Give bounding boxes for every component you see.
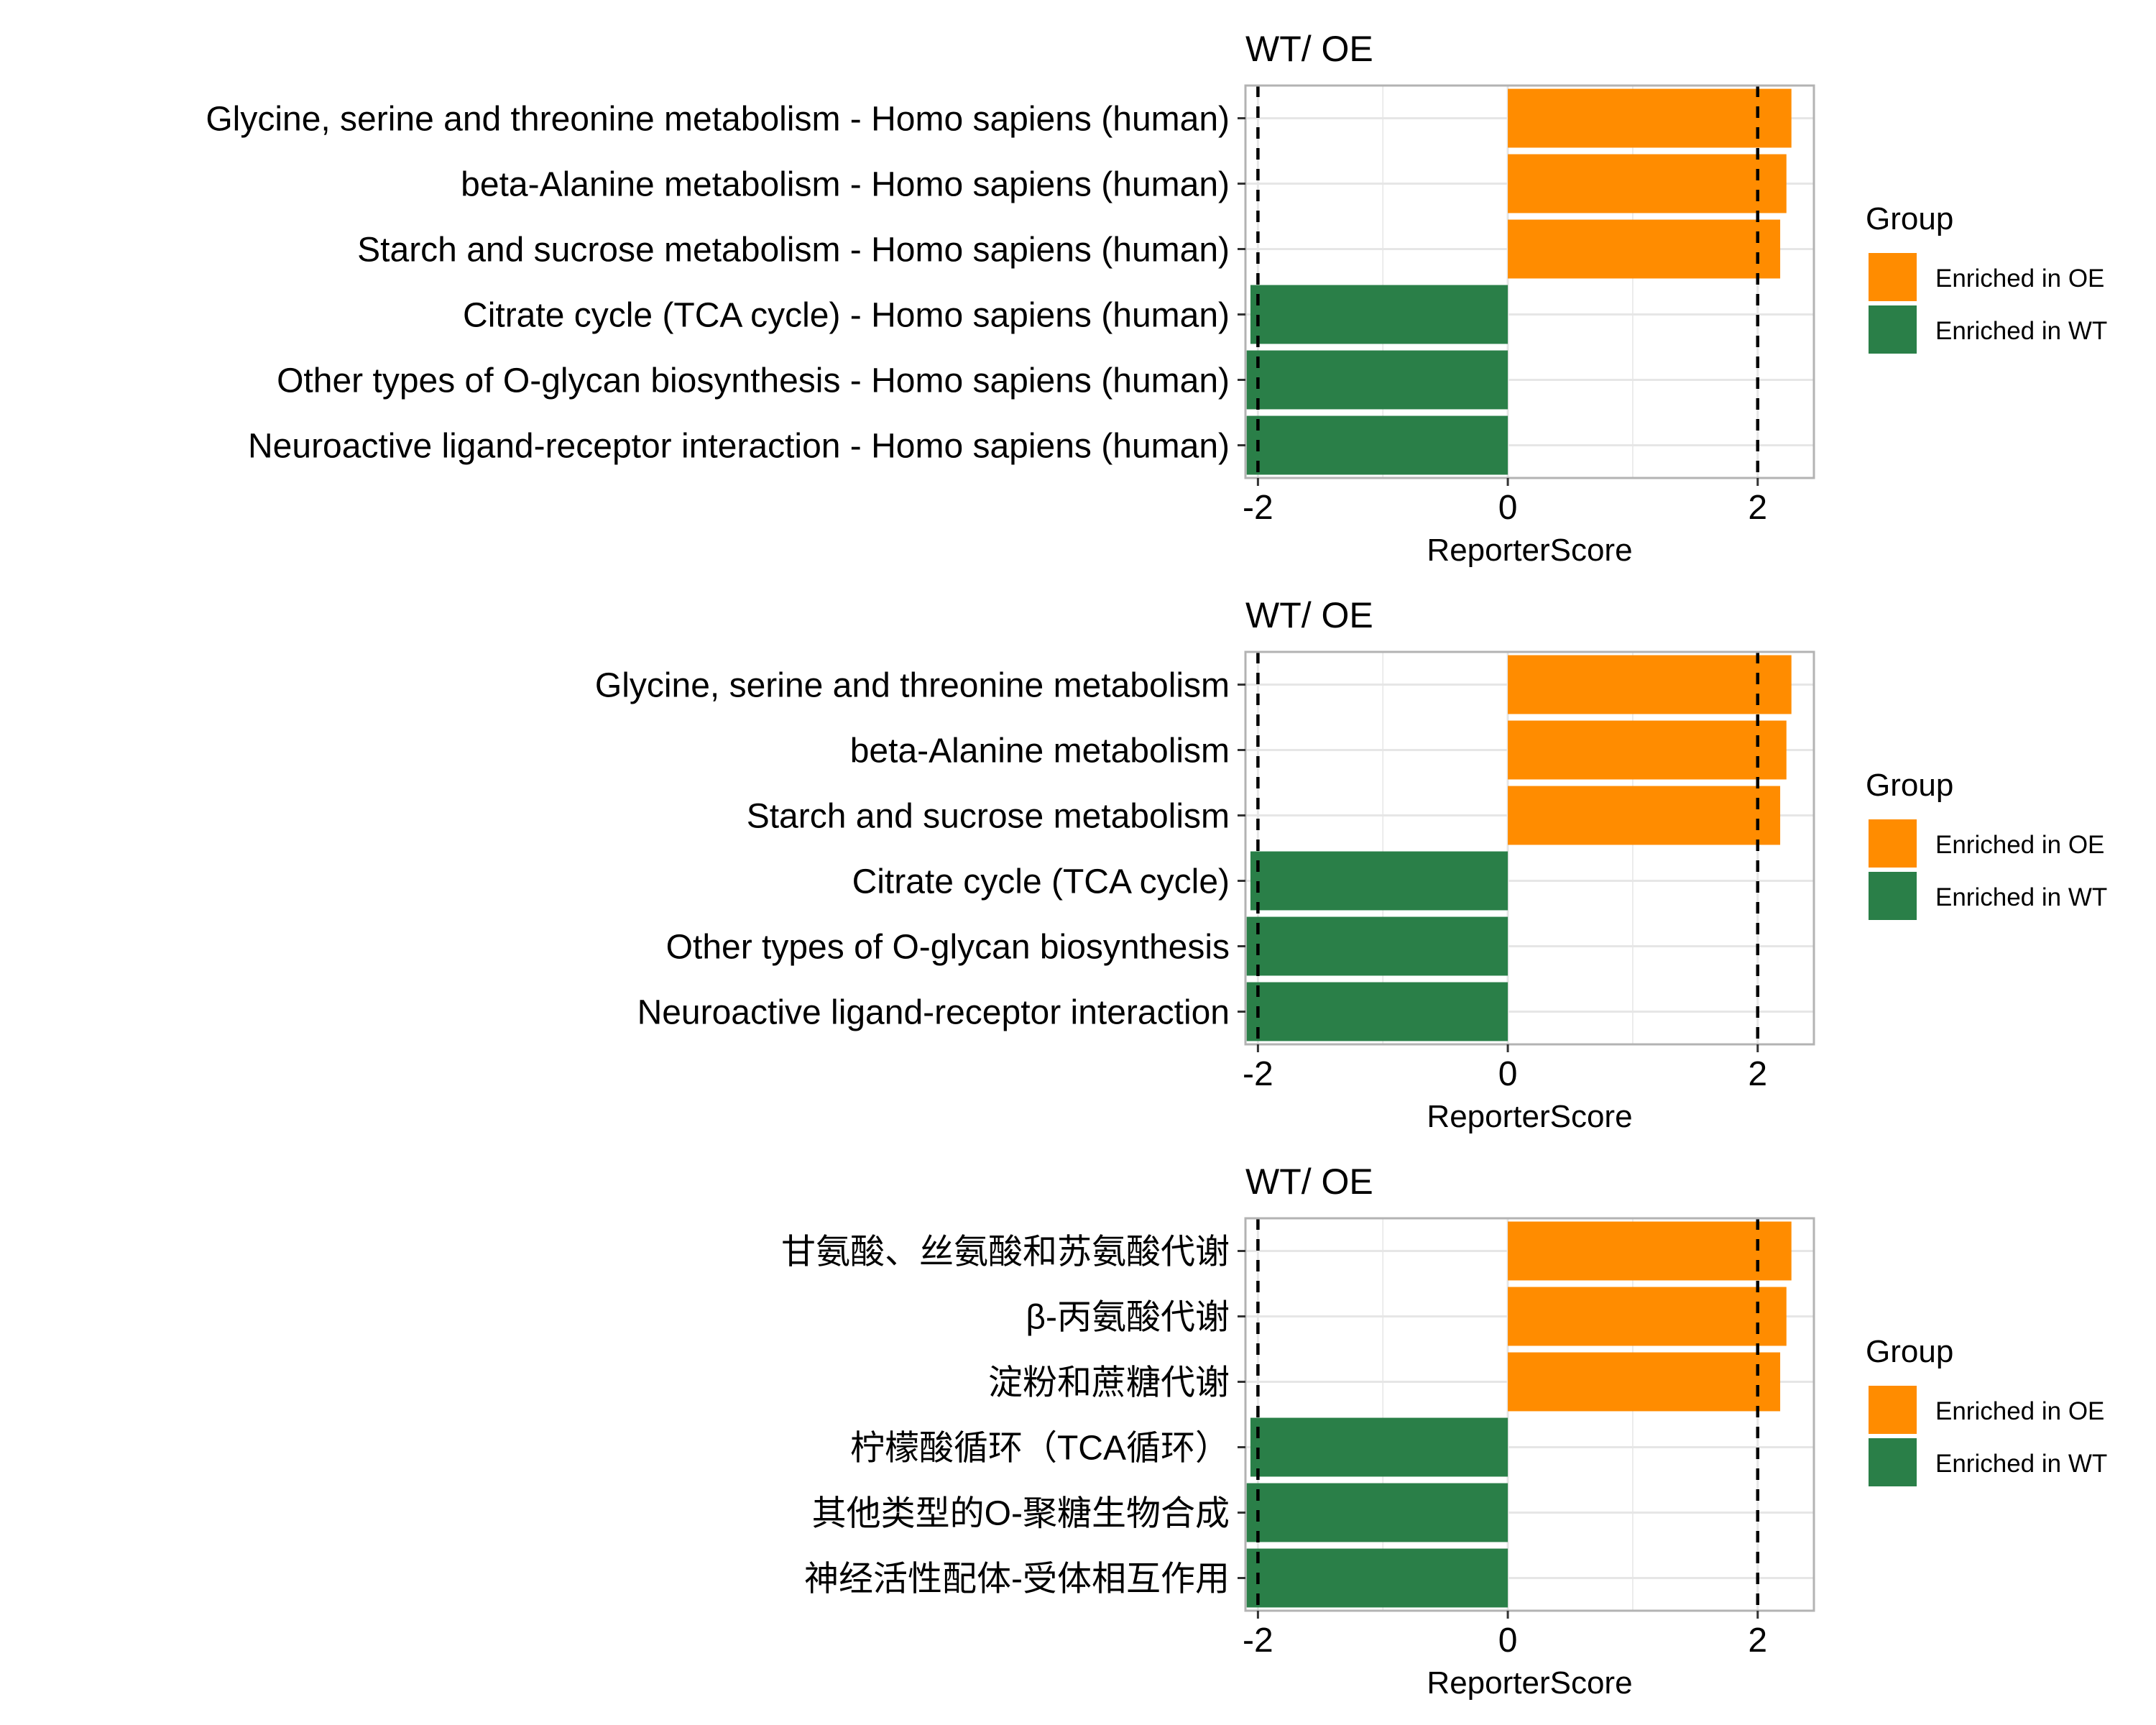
legend-title: Group [1866, 201, 1953, 236]
legend: Group Enriched in OE Enriched in WT [1866, 201, 2107, 354]
panel-border [1244, 650, 1815, 1046]
bar-4 [1250, 285, 1508, 344]
category-label: 甘氨酸、丝氨酸和苏氨酸代谢 [781, 1233, 1230, 1271]
bar-5 [1246, 916, 1508, 976]
x-axis-label: ReporterScore [1427, 533, 1632, 568]
legend-label: Enriched in WT [1935, 1450, 2107, 1478]
category-label: Glycine, serine and threonine metabolism [595, 667, 1230, 705]
x-tick-label: -2 [1243, 1055, 1273, 1093]
legend-title: Group [1866, 1334, 1953, 1369]
bar-2 [1508, 1287, 1787, 1346]
legend-key [1869, 819, 1917, 868]
legend-key [1869, 1386, 1917, 1434]
x-tick-label: -2 [1243, 489, 1273, 527]
x-tick-label: 2 [1748, 489, 1767, 527]
category-label: 淀粉和蔗糖代谢 [988, 1364, 1230, 1402]
category-label: Glycine, serine and threonine metabolism… [206, 101, 1230, 139]
category-label: Citrate cycle (TCA cycle) - Homo sapiens… [463, 297, 1230, 335]
category-label: Other types of O-glycan biosynthesis - H… [277, 362, 1230, 400]
category-label: Neuroactive ligand-receptor interaction [637, 994, 1230, 1032]
x-tick-label: 0 [1498, 1622, 1518, 1660]
category-label: Other types of O-glycan biosynthesis [666, 929, 1230, 967]
bar-2 [1508, 720, 1787, 780]
bar-2 [1508, 154, 1787, 213]
chart-panel-3: WT/ OE 甘氨酸、丝氨酸和苏氨酸代谢 β-丙氨酸代谢淀粉和蔗糖代谢柠檬酸循环（T… [781, 1162, 2107, 1701]
legend-key [1869, 1438, 1917, 1486]
chart-panel-1: WT/ OE Glycine, serine and threonine meta… [206, 29, 2107, 568]
chart-title: WT/ OE [1245, 595, 1373, 635]
x-axis-label: ReporterScore [1427, 1665, 1632, 1701]
x-tick-label: 2 [1748, 1622, 1767, 1660]
x-tick-label: 2 [1748, 1055, 1767, 1093]
legend-label: Enriched in OE [1935, 1397, 2104, 1425]
panel-border [1244, 1217, 1815, 1612]
legend-label: Enriched in WT [1935, 317, 2107, 345]
bar-5 [1246, 350, 1508, 410]
bar-6 [1246, 982, 1508, 1041]
category-label: beta-Alanine metabolism - Homo sapiens (… [461, 166, 1230, 204]
bar-6 [1246, 1548, 1508, 1608]
legend-label: Enriched in OE [1935, 831, 2104, 859]
category-label: Starch and sucrose metabolism [747, 798, 1230, 836]
x-tick-label: -2 [1243, 1622, 1273, 1660]
chart-panel-2: WT/ OE Glycine, serine and threonine meta… [595, 595, 2107, 1134]
bar-3 [1508, 1352, 1781, 1412]
category-label: Starch and sucrose metabolism - Homo sap… [357, 231, 1230, 270]
category-label: 柠檬酸循环（TCA循环） [850, 1430, 1230, 1468]
category-label: Citrate cycle (TCA cycle) [852, 863, 1230, 901]
category-label: Neuroactive ligand-receptor interaction … [248, 428, 1230, 466]
plot-panel [1245, 86, 1814, 478]
legend-label: Enriched in OE [1935, 264, 2104, 293]
bar-1 [1508, 1221, 1792, 1281]
bar-1 [1508, 88, 1792, 148]
legend-label: Enriched in WT [1935, 883, 2107, 911]
plot-panel [1245, 1218, 1814, 1611]
panel-border [1244, 84, 1815, 479]
bar-4 [1250, 1417, 1508, 1477]
category-label: 其他类型的O-聚糖生物合成 [812, 1495, 1230, 1533]
x-tick-label: 0 [1498, 489, 1518, 527]
category-label: β-丙氨酸代谢 [1026, 1299, 1230, 1337]
bar-1 [1508, 655, 1792, 714]
x-axis-label: ReporterScore [1427, 1099, 1632, 1134]
bar-3 [1508, 786, 1781, 845]
legend: Group Enriched in OE Enriched in WT [1866, 768, 2107, 920]
legend-key [1869, 253, 1917, 301]
x-tick-label: 0 [1498, 1055, 1518, 1093]
legend-key [1869, 872, 1917, 920]
legend: Group Enriched in OE Enriched in WT [1866, 1334, 2107, 1486]
category-label: beta-Alanine metabolism [850, 732, 1230, 770]
bar-5 [1246, 1483, 1508, 1542]
bar-3 [1508, 219, 1781, 279]
chart-title: WT/ OE [1245, 29, 1373, 69]
chart-title: WT/ OE [1245, 1162, 1373, 1202]
bar-4 [1250, 851, 1508, 911]
category-label: 神经活性配体-受体相互作用 [804, 1560, 1230, 1598]
plot-panel [1245, 652, 1814, 1044]
bar-6 [1246, 415, 1508, 475]
legend-key [1869, 305, 1917, 354]
legend-title: Group [1866, 768, 1953, 803]
